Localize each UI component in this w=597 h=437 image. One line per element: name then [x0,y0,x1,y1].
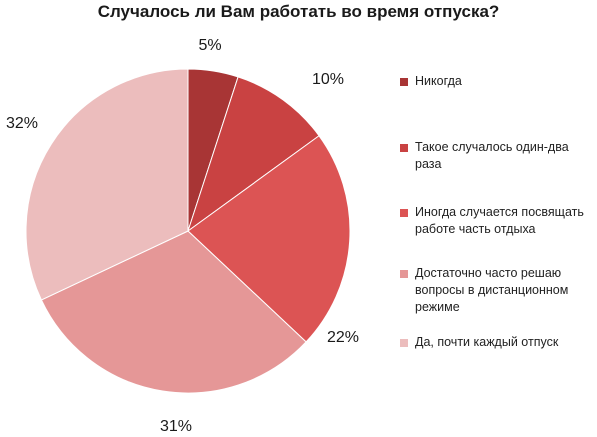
legend-item-once-twice: Такое случалось один-два раза [400,139,595,173]
legend-item-often-remote: Достаточно часто решаю вопросы в дистанц… [400,265,595,316]
legend-swatch [400,209,408,217]
legend-label: Никогда [415,74,462,88]
value-label-never: 5% [198,37,221,54]
pie-slice-once-twice [187,76,320,233]
value-label-once-twice: 10% [312,71,344,88]
legend-swatch [400,270,408,278]
value-label-almost-every: 32% [6,115,38,132]
value-label-often-remote: 31% [160,418,192,435]
legend-label: Такое случалось один-два раза [415,140,569,171]
legend-label: Достаточно часто решаю вопросы в дистанц… [415,266,569,314]
legend-swatch [400,78,408,86]
pie-slice-almost-every [25,68,189,301]
legend-label: Иногда случается посвящать работе часть … [415,205,584,236]
pie-value-labels: 5% 10% 22% 31% 32% [6,37,359,435]
pie-slice-sometimes [187,135,351,343]
legend-label: Да, почти каждый отпуск [415,335,559,349]
legend-swatch [400,144,408,152]
legend-item-sometimes: Иногда случается посвящать работе часть … [400,204,595,238]
chart-title: Случалось ли Вам работать во время отпус… [97,2,500,21]
legend-item-never: Никогда [400,73,595,90]
value-label-sometimes: 22% [327,329,359,346]
pie-slices [25,68,351,394]
pie-slice-often-remote [40,230,307,394]
legend-item-almost-every: Да, почти каждый отпуск [400,334,595,351]
legend-swatch [400,339,408,347]
